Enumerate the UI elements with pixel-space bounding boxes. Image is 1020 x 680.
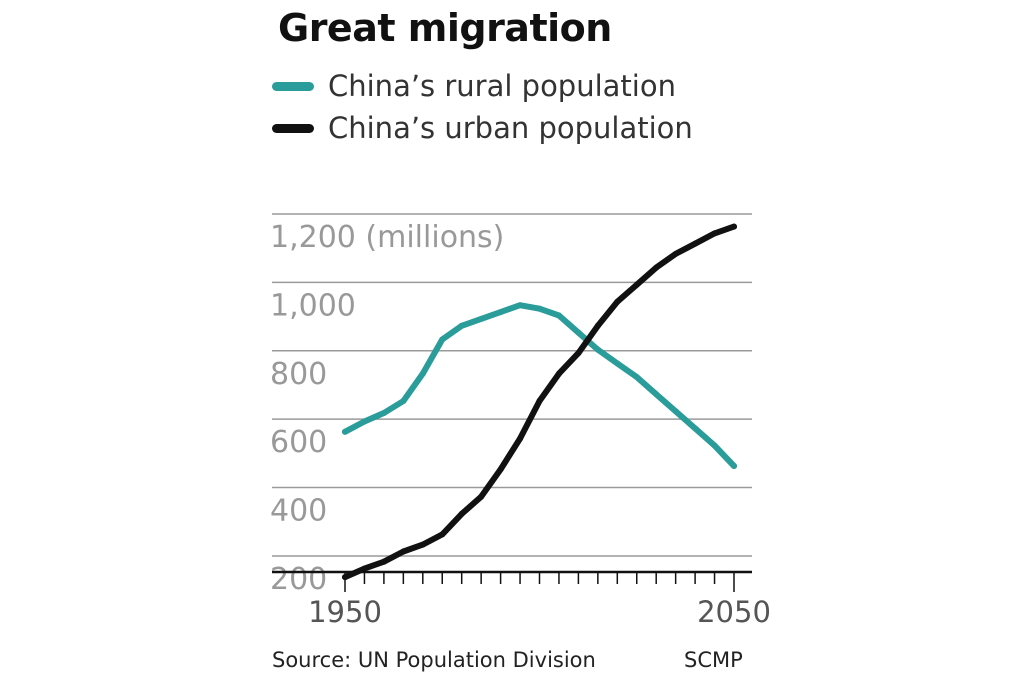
- data-point-urban: [419, 541, 426, 548]
- y-tick-label: 800: [270, 357, 327, 392]
- data-point-rural: [361, 418, 368, 425]
- data-point-urban: [731, 223, 737, 230]
- legend-swatch-rural: [272, 81, 314, 91]
- data-point-rural: [614, 360, 621, 367]
- data-point-urban: [575, 350, 582, 357]
- y-tick-label: 1,000: [270, 288, 356, 323]
- data-point-urban: [458, 510, 465, 517]
- data-point-urban: [439, 531, 446, 538]
- legend-item-urban: China’s urban population: [272, 108, 693, 148]
- data-point-rural: [633, 374, 640, 381]
- data-point-urban: [594, 322, 601, 329]
- legend-label-rural: China’s rural population: [328, 69, 676, 103]
- data-point-urban: [653, 264, 660, 271]
- data-point-urban: [380, 558, 387, 565]
- publisher-credit: SCMP: [684, 648, 743, 672]
- data-point-rural: [419, 370, 426, 377]
- data-point-rural: [594, 346, 601, 353]
- data-point-rural: [380, 409, 387, 416]
- data-point-rural: [478, 315, 485, 322]
- data-point-urban: [517, 435, 524, 442]
- data-point-urban: [361, 565, 368, 572]
- data-point-rural: [497, 309, 504, 316]
- x-tick-label: 1950: [308, 595, 382, 629]
- data-point-rural: [555, 312, 562, 319]
- data-point-urban: [342, 574, 348, 581]
- data-point-urban: [400, 548, 407, 555]
- series-line-rural: [342, 302, 737, 469]
- data-point-urban: [672, 250, 679, 257]
- data-point-rural: [342, 428, 348, 435]
- y-tick-label: 200: [270, 562, 327, 597]
- x-tick-label: 2050: [697, 595, 771, 629]
- data-point-rural: [400, 398, 407, 404]
- data-point-rural: [653, 391, 660, 398]
- data-point-rural: [711, 442, 718, 449]
- data-point-rural: [536, 305, 543, 312]
- y-tick-label: 600: [270, 425, 327, 460]
- legend-item-rural: China’s rural population: [272, 66, 676, 106]
- data-point-rural: [517, 302, 524, 309]
- data-point-rural: [575, 329, 582, 336]
- data-point-rural: [458, 322, 465, 329]
- legend-label-urban: China’s urban population: [328, 111, 693, 145]
- data-point-urban: [692, 240, 699, 247]
- data-point-urban: [614, 298, 621, 305]
- data-point-rural: [731, 462, 737, 469]
- y-tick-label: 400: [270, 494, 327, 529]
- data-point-urban: [497, 466, 504, 473]
- source-note: Source: UN Population Division: [272, 648, 596, 672]
- data-point-urban: [555, 370, 562, 377]
- y-tick-label: 1,200 (millions): [270, 220, 504, 255]
- data-point-urban: [536, 398, 543, 404]
- data-point-urban: [633, 281, 640, 288]
- chart-title: Great migration: [278, 6, 612, 50]
- data-point-rural: [692, 425, 699, 432]
- data-point-urban: [711, 230, 718, 237]
- data-point-rural: [672, 408, 679, 415]
- data-point-urban: [478, 493, 485, 500]
- legend-swatch-urban: [272, 123, 314, 133]
- data-point-rural: [439, 336, 446, 343]
